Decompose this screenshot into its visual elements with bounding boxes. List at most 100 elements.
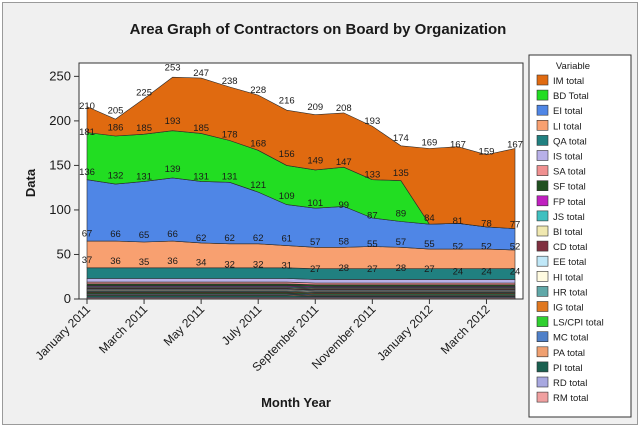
legend-label: LS/CPI total [553, 318, 604, 329]
legend-swatch [536, 331, 549, 343]
data-label: 131 [136, 171, 152, 182]
legend-swatch [536, 74, 549, 86]
data-label: 27 [310, 264, 321, 275]
data-label: 28 [396, 263, 407, 274]
data-label: 136 [79, 167, 95, 178]
data-label: 84 [424, 213, 435, 224]
data-label: 131 [222, 171, 238, 182]
data-label: 77 [510, 219, 521, 230]
legend-label: BI total [553, 227, 583, 238]
data-label: 32 [224, 260, 235, 271]
legend-swatch [536, 376, 549, 388]
legend-swatch [536, 195, 549, 207]
data-label: 174 [393, 133, 409, 144]
data-label: 24 [481, 267, 492, 278]
legend-swatch [536, 104, 549, 116]
legend-label: RM total [553, 393, 588, 404]
data-label: 58 [339, 236, 350, 247]
data-label: 133 [364, 170, 380, 181]
legend-label: HR total [553, 287, 587, 298]
y-tick-label: 0 [64, 291, 71, 306]
legend: Variable IM total BD Total EI total LI tota… [528, 54, 632, 418]
data-label: 52 [481, 242, 492, 253]
area-im-total [86, 76, 516, 229]
data-label: 193 [364, 116, 380, 127]
data-label: 62 [224, 233, 235, 244]
area-chart: Area Graph of Contractors on Board by Or… [23, 21, 632, 418]
legend-swatch [536, 301, 549, 312]
data-label: 208 [336, 103, 352, 114]
data-label: 167 [507, 139, 523, 150]
legend-swatch [536, 316, 549, 327]
data-label: 156 [279, 149, 295, 160]
legend-title: Variable [556, 61, 590, 72]
x-tick-label: March 2012 [438, 302, 493, 357]
data-label: 210 [79, 101, 95, 112]
data-label: 36 [167, 256, 178, 267]
data-label: 101 [307, 198, 323, 209]
data-label: 99 [339, 200, 350, 211]
data-label: 35 [139, 257, 150, 268]
legend-swatch [536, 361, 549, 373]
legend-swatch [536, 391, 549, 403]
data-label: 228 [250, 85, 266, 96]
legend-label: FP total [553, 197, 586, 208]
data-label: 149 [307, 155, 323, 166]
y-tick-label: 200 [49, 113, 71, 128]
data-label: 87 [367, 211, 378, 222]
data-labels: 210 205 225 253 247 238 228 216 209 208 193 174 169 1… [79, 63, 523, 278]
legend-swatch [536, 150, 549, 161]
legend-label: EE total [553, 257, 586, 268]
data-label: 31 [281, 260, 292, 271]
data-label: 216 [279, 96, 295, 107]
data-label: 238 [222, 76, 238, 87]
data-label: 89 [396, 209, 407, 220]
chart-title: Area Graph of Contractors on Board by Or… [130, 21, 507, 38]
area-layers [86, 76, 516, 300]
data-label: 32 [253, 260, 264, 271]
data-label: 181 [79, 127, 95, 138]
data-label: 24 [510, 267, 521, 278]
y-tick-label: 250 [49, 68, 71, 83]
y-tick-label: 50 [57, 246, 71, 261]
legend-swatch [536, 286, 549, 297]
data-label: 159 [479, 146, 495, 157]
data-label: 169 [421, 137, 437, 148]
data-label: 62 [196, 233, 207, 244]
legend-swatch [536, 210, 549, 222]
data-label: 185 [193, 123, 209, 134]
data-label: 62 [253, 233, 264, 244]
data-label: 167 [450, 139, 466, 150]
legend-swatch [536, 346, 549, 358]
data-label: 78 [481, 219, 492, 230]
data-label: 67 [82, 228, 93, 239]
data-label: 147 [336, 157, 352, 168]
legend-label: MC total [553, 333, 588, 344]
data-label: 225 [136, 88, 152, 99]
data-label: 205 [108, 105, 124, 116]
data-label: 57 [310, 237, 321, 248]
data-label: 109 [279, 191, 295, 202]
legend-label: HI total [553, 272, 583, 283]
legend-swatch [536, 135, 549, 146]
data-label: 27 [367, 264, 378, 275]
legend-swatch [536, 270, 549, 282]
data-label: 193 [165, 116, 181, 127]
data-label: 65 [139, 230, 150, 241]
data-label: 185 [136, 123, 152, 134]
x-tick-label: March 2011 [96, 302, 150, 356]
legend-label: CD total [553, 242, 587, 253]
y-axis: 0 50 100 150 200 250 [49, 68, 79, 306]
legend-swatch [536, 225, 549, 237]
data-label: 135 [393, 168, 409, 179]
data-label: 66 [167, 229, 178, 240]
legend-label: IS total [553, 152, 583, 163]
legend-label: IM total [553, 76, 584, 87]
y-axis-title: Data [23, 168, 38, 197]
data-label: 34 [196, 258, 207, 269]
data-label: 66 [110, 229, 121, 240]
data-label: 52 [510, 242, 521, 253]
data-label: 24 [453, 267, 464, 278]
data-label: 81 [453, 216, 464, 227]
legend-label: BD Total [553, 91, 589, 102]
